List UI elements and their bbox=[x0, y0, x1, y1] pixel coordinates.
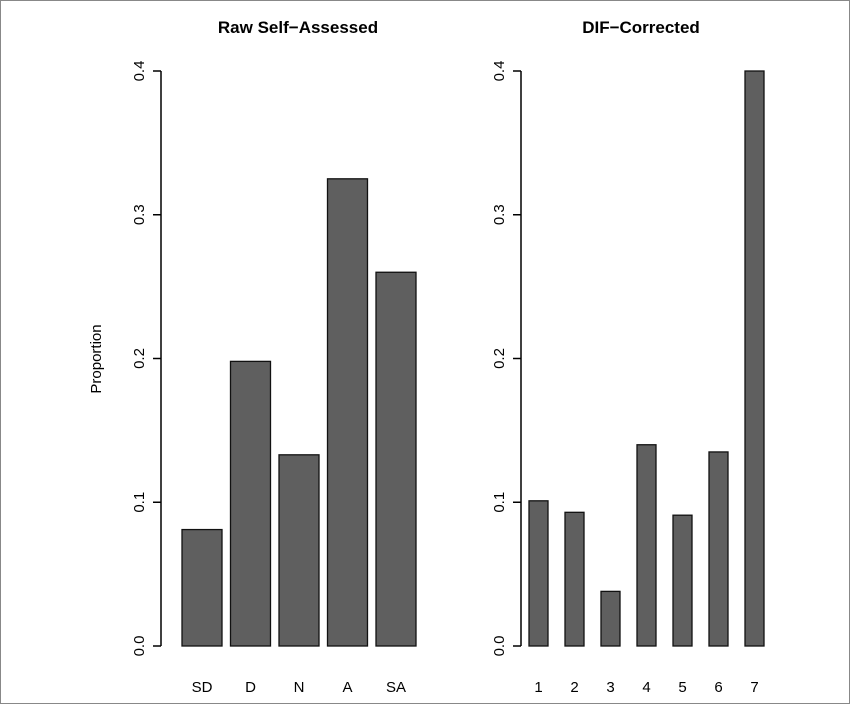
y-tick-label-1-2: 0.2 bbox=[491, 348, 508, 369]
x-tick-label-1-4: 5 bbox=[678, 679, 686, 696]
bar-A bbox=[326, 178, 369, 647]
x-tick-label-1-6: 7 bbox=[750, 679, 758, 696]
y-tick-label-1-4: 0.4 bbox=[491, 61, 508, 82]
bar-D bbox=[229, 360, 272, 647]
x-tick-label-0-0: SD bbox=[192, 679, 213, 696]
bar-N bbox=[278, 454, 320, 647]
x-tick-label-1-1: 2 bbox=[570, 679, 578, 696]
bar-2 bbox=[564, 511, 585, 647]
x-tick-label-0-1: D bbox=[245, 679, 256, 696]
bar-SD bbox=[181, 528, 223, 647]
x-tick-label-1-0: 1 bbox=[534, 679, 542, 696]
y-tick-label-0-4: 0.4 bbox=[131, 61, 148, 82]
bar-4 bbox=[636, 444, 657, 647]
bar-6 bbox=[708, 451, 729, 647]
y-axis-label: Proportion bbox=[88, 324, 105, 393]
y-tick-label-0-1: 0.1 bbox=[131, 492, 148, 513]
y-tick-label-0-0: 0.0 bbox=[131, 636, 148, 657]
x-tick-label-1-2: 3 bbox=[606, 679, 614, 696]
bar-1 bbox=[528, 500, 549, 647]
bar-SA bbox=[375, 271, 417, 647]
y-tick-label-1-0: 0.0 bbox=[491, 636, 508, 657]
bar-5 bbox=[672, 514, 693, 647]
y-tick-label-1-1: 0.1 bbox=[491, 492, 508, 513]
x-tick-label-0-3: A bbox=[342, 679, 352, 696]
x-tick-label-0-4: SA bbox=[386, 679, 406, 696]
x-tick-label-0-2: N bbox=[294, 679, 305, 696]
bar-3 bbox=[600, 590, 621, 647]
x-tick-label-1-5: 6 bbox=[714, 679, 722, 696]
y-tick-label-0-2: 0.2 bbox=[131, 348, 148, 369]
chart-title-1: DIF−Corrected bbox=[582, 18, 700, 37]
chart-title-0: Raw Self−Assessed bbox=[218, 18, 378, 37]
bar-7 bbox=[744, 70, 765, 647]
y-tick-label-1-3: 0.3 bbox=[491, 204, 508, 225]
y-tick-label-0-3: 0.3 bbox=[131, 204, 148, 225]
x-tick-label-1-3: 4 bbox=[642, 679, 650, 696]
